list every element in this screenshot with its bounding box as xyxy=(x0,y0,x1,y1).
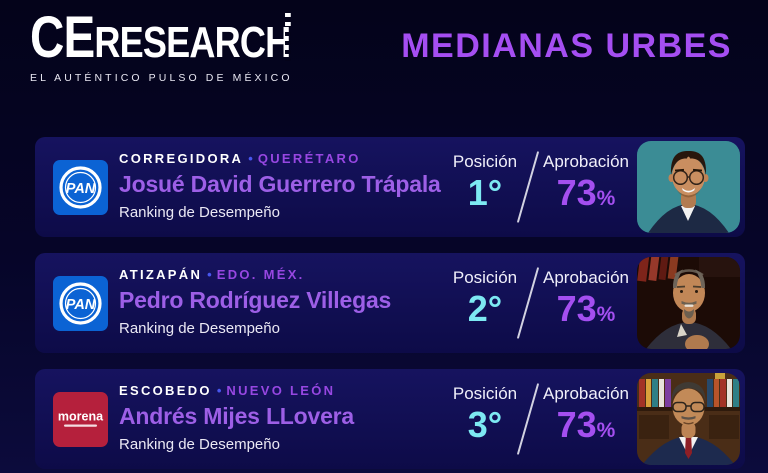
city-label: CORREGIDORA xyxy=(119,151,244,166)
approval-stat: Aprobación 73% xyxy=(532,268,640,327)
position-label: Posición xyxy=(452,152,518,171)
state-label: EDO. MÉX. xyxy=(216,267,305,282)
state-label: QUERÉTARO xyxy=(257,151,361,166)
mayor-portrait-illustration xyxy=(637,373,740,465)
mayor-name: Pedro Rodríguez Villegas xyxy=(119,287,392,313)
approval-value: 73% xyxy=(532,175,640,211)
mayor-info: CORREGIDORA • QUERÉTARO Josué David Guerre… xyxy=(119,151,441,221)
ranking-caption: Ranking de Desempeño xyxy=(119,320,280,337)
mayor-info: ESCOBEDO • NUEVO LEÓN Andrés Mijes LLovera… xyxy=(119,383,354,453)
bullet-separator: • xyxy=(207,267,212,282)
mayor-photo xyxy=(637,141,740,233)
approval-stat: Aprobación 73% xyxy=(532,152,640,211)
approval-number: 73 xyxy=(556,404,597,445)
bullet-separator: • xyxy=(216,383,222,398)
pan-logo-text: PAN xyxy=(66,181,96,197)
position-value: 1° xyxy=(467,172,503,213)
mayor-name: Andrés Mijes LLovera xyxy=(119,403,355,429)
approval-label: Aprobación xyxy=(542,384,629,403)
brand-logo-research: RESEARC xyxy=(94,17,266,67)
position-label: Posición xyxy=(452,268,518,287)
brand-logo-wordmark: CE RESEARC H xyxy=(30,5,292,70)
ranking-card-1: PAN CORREGIDORA • QUERÉTARO Josué David Gu… xyxy=(35,137,745,237)
morena-party-logo: morena xyxy=(53,392,108,447)
approval-number: 73 xyxy=(556,288,597,329)
brand-tagline: EL AUTÉNTICO PULSO DE MÉXICO xyxy=(30,72,293,85)
brand-logo: CE RESEARC H EL AUTÉNTICO PULSO DE MÉXICO xyxy=(30,5,349,85)
position-value: 2° xyxy=(467,288,503,329)
percent-sign: % xyxy=(596,303,616,326)
position-label: Posición xyxy=(452,384,518,403)
ranking-caption: Ranking de Desempeño xyxy=(119,436,280,453)
morena-logo-tagline-line xyxy=(64,424,97,427)
mayor-name: Josué David Guerrero Trápala xyxy=(119,171,441,197)
approval-value: 73% xyxy=(532,291,640,327)
location-line: CORREGIDORA • QUERÉTARO xyxy=(119,151,441,166)
pan-logo-icon: PAN xyxy=(53,160,108,215)
pan-logo-text: PAN xyxy=(66,297,96,313)
mayor-portrait-illustration xyxy=(637,257,740,349)
position-stat: Posición 2° xyxy=(431,268,539,327)
approval-label: Aprobación xyxy=(542,268,629,287)
bullet-separator: • xyxy=(248,151,253,166)
pan-party-logo: PAN xyxy=(53,276,108,331)
approval-value: 73% xyxy=(532,407,640,443)
mayor-photo xyxy=(637,257,740,349)
mayor-photo xyxy=(637,373,740,465)
ranking-caption: Ranking de Desempeño xyxy=(119,204,280,221)
city-label: ATIZAPÁN xyxy=(119,267,203,282)
mayor-info: ATIZAPÁN • EDO. MÉX. Pedro Rodríguez Ville… xyxy=(119,267,391,337)
ranking-card-2: PAN ATIZAPÁN • EDO. MÉX. Pedro Rodríguez V… xyxy=(35,253,745,353)
position-value: 3° xyxy=(467,404,503,445)
approval-label: Aprobación xyxy=(542,152,629,171)
position-stat: Posición 1° xyxy=(431,152,539,211)
approval-stat: Aprobación 73% xyxy=(532,384,640,443)
morena-logo-icon: morena xyxy=(53,392,108,447)
pan-logo-icon: PAN xyxy=(53,276,108,331)
mayor-portrait-illustration xyxy=(637,141,740,233)
morena-logo-text: morena xyxy=(58,410,104,424)
ranking-card-list: PAN CORREGIDORA • QUERÉTARO Josué David Gu… xyxy=(35,137,745,469)
ranking-card-3: morena ESCOBEDO • NUEVO LEÓN Andrés Mijes … xyxy=(35,369,745,469)
page-title: MEDIANAS URBES xyxy=(401,27,732,65)
brand-logo-ce: CE xyxy=(30,5,95,70)
brand-logo-barchart-h-icon: H xyxy=(265,12,292,67)
percent-sign: % xyxy=(596,419,616,442)
city-label: ESCOBEDO xyxy=(119,383,212,398)
location-line: ATIZAPÁN • EDO. MÉX. xyxy=(119,267,391,282)
location-line: ESCOBEDO • NUEVO LEÓN xyxy=(119,383,354,398)
position-stat: Posición 3° xyxy=(431,384,539,443)
approval-number: 73 xyxy=(556,172,597,213)
percent-sign: % xyxy=(596,187,616,210)
state-label: NUEVO LEÓN xyxy=(226,383,336,398)
pan-party-logo: PAN xyxy=(53,160,108,215)
